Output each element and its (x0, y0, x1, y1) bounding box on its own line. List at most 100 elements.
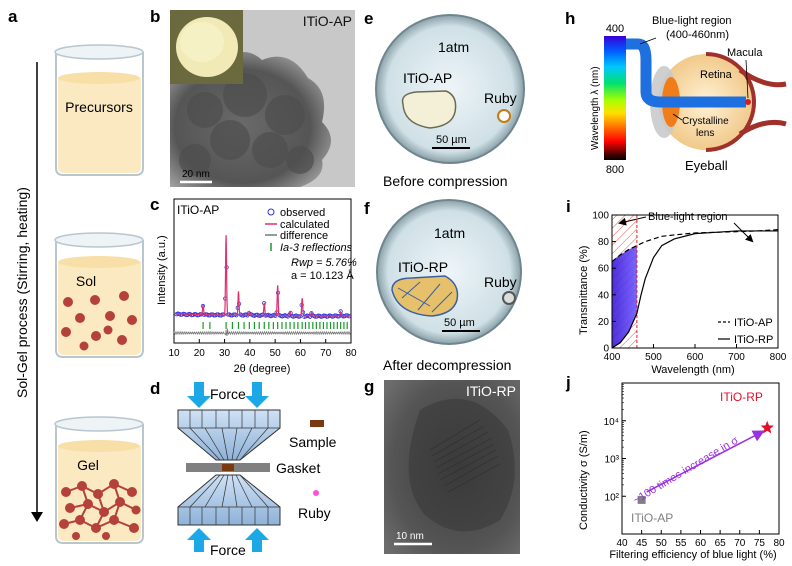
eyeball-label: Eyeball (685, 158, 728, 173)
blue-region-label: Blue-light region (652, 15, 732, 27)
cond-xlabel: Filtering efficiency of blue light (%) (609, 549, 776, 561)
beaker-label-sol: Sol (76, 273, 96, 289)
wl-axis: Wavelength λ (nm) (590, 66, 601, 150)
legend-ap: ITiO-AP (734, 317, 773, 329)
y-tick-label: 60 (598, 264, 610, 275)
observed-point (260, 312, 265, 317)
panel-letter-a: a (8, 7, 18, 26)
lens-label-1: Crystalline (682, 116, 729, 127)
scale-label-f: 50 µm (444, 317, 475, 329)
beaker-label-gel: Gel (77, 457, 99, 473)
panel-letter-j: j (565, 373, 571, 392)
pressure-f: 1atm (434, 225, 465, 241)
ruby-label: Ruby (298, 505, 331, 521)
panel-letter-d: d (150, 379, 160, 398)
ruby-label-e: Ruby (484, 90, 517, 106)
xrd-ylabel: Intensity (a.u.) (156, 235, 168, 305)
caption-f: After decompression (383, 357, 511, 373)
force-label-top: Force (210, 386, 246, 402)
cond-label-rp: ITiO-RP (720, 390, 763, 404)
panel-letter-b: b (150, 7, 160, 26)
panel-letter-c: c (150, 195, 159, 214)
x-tick-label: 600 (687, 352, 704, 363)
force-arrow-top-left (187, 382, 211, 408)
y-tick-label: 0 (603, 344, 609, 355)
x-tick-label: 10 (168, 348, 180, 359)
panel-h: h 400 800 Wavelength λ (nm) Blue-light r… (565, 9, 787, 176)
retina-label: Retina (700, 69, 733, 81)
caption-e: Before compression (383, 173, 508, 189)
series-ITiO-AP (611, 229, 779, 263)
force-arrow-top-right (245, 382, 269, 408)
tem-rp-title: ITiO-RP (466, 383, 516, 399)
scale-label-b: 20 nm (182, 169, 210, 180)
process-arrow-head (31, 512, 43, 522)
ruby-label-f: Ruby (484, 274, 517, 290)
panel-letter-i: i (566, 197, 571, 216)
beaker-sol: Sol (54, 232, 144, 358)
trans-ylabel: Transmittance (%) (578, 246, 590, 335)
x-tick-label: 75 (754, 538, 766, 549)
panel-d: d Force Force Sample Ga (150, 379, 337, 558)
force-label-bottom: Force (210, 542, 246, 558)
legend-observed-marker (267, 208, 275, 216)
scale-label-g: 10 nm (396, 531, 424, 542)
sample-f (391, 275, 459, 317)
x-tick-label: 60 (295, 348, 307, 359)
panel-a: a Sol-Gel process (Stirring, heating) Pr… (8, 7, 144, 544)
panel-j: j 40 45 50 55 60 65 70 75 80 10² 10³ 10⁴ ~100 times… (565, 373, 785, 561)
observed-point (221, 312, 226, 317)
y-tick-label: 40 (598, 290, 610, 301)
xrd-xlabel: 2θ (degree) (234, 363, 291, 375)
lens-label-2: lens (696, 128, 714, 139)
panel-c: c 10 20 30 40 50 60 70 80 ITiO-AP observed calc… (150, 195, 357, 375)
x-tick-label: 500 (645, 352, 662, 363)
x-tick-label: 50 (656, 538, 668, 549)
panel-letter-h: h (565, 9, 575, 28)
sample-e (401, 90, 457, 129)
difference-line (173, 328, 351, 337)
legend-calculated: calculated (280, 219, 330, 231)
legend-reflections: Ia-3 reflections (280, 242, 353, 254)
ruby-f (502, 291, 516, 305)
panel-i: i 400 500 600 700 800 0 20 40 60 80 100 Blue-light… (566, 197, 787, 376)
cond-annotation: ~100 times increase in σ (631, 434, 740, 506)
beaker-label-precursors: Precursors (65, 99, 133, 115)
ruby-swatch (313, 490, 319, 496)
tem-ap-title: ITiO-AP (303, 13, 352, 29)
beaker-gel: Gel (54, 416, 144, 544)
x-tick-label: 65 (715, 538, 727, 549)
panel-e: e 1atm ITiO-AP Ruby 50 µm Before compres… (364, 9, 525, 189)
legend-difference: difference (280, 230, 328, 242)
x-tick-label: 80 (773, 538, 785, 549)
x-tick-label: 50 (270, 348, 282, 359)
x-tick-label: 30 (219, 348, 231, 359)
point-ITiO-RP (760, 420, 774, 434)
gasket-label: Gasket (276, 460, 320, 476)
wl-bottom: 800 (606, 164, 624, 176)
panel-letter-f: f (364, 199, 370, 218)
x-tick-label: 60 (695, 538, 707, 549)
blue-annotation: Blue-light region (648, 211, 728, 223)
legend-rp: ITiO-RP (734, 334, 773, 346)
dac-chamber-e (375, 14, 525, 164)
panel-f: f 1atm ITiO-RP Ruby 50 µm After decompre… (364, 199, 522, 373)
y-tick-label: 80 (598, 237, 610, 248)
force-arrow-bottom-right (245, 528, 269, 552)
spectrum-bar (604, 36, 626, 160)
y-tick-label: 10² (605, 492, 620, 503)
point-ITiO-AP (637, 495, 646, 504)
sample-label: Sample (289, 434, 337, 450)
y-tick-label: 20 (598, 317, 610, 328)
x-tick-label: 45 (636, 538, 648, 549)
cond-label-ap: ITiO-AP (631, 511, 673, 525)
calculated-line (174, 235, 351, 317)
x-tick-label: 55 (675, 538, 687, 549)
blue-light-path (626, 38, 746, 108)
x-tick-label: 20 (194, 348, 206, 359)
series-ITiO-RP (611, 230, 778, 349)
x-tick-label: 800 (770, 352, 787, 363)
blue-absorb-area (612, 245, 637, 348)
sample-label-e: ITiO-AP (403, 70, 452, 86)
blue-region-range: (400-460nm) (666, 29, 729, 41)
